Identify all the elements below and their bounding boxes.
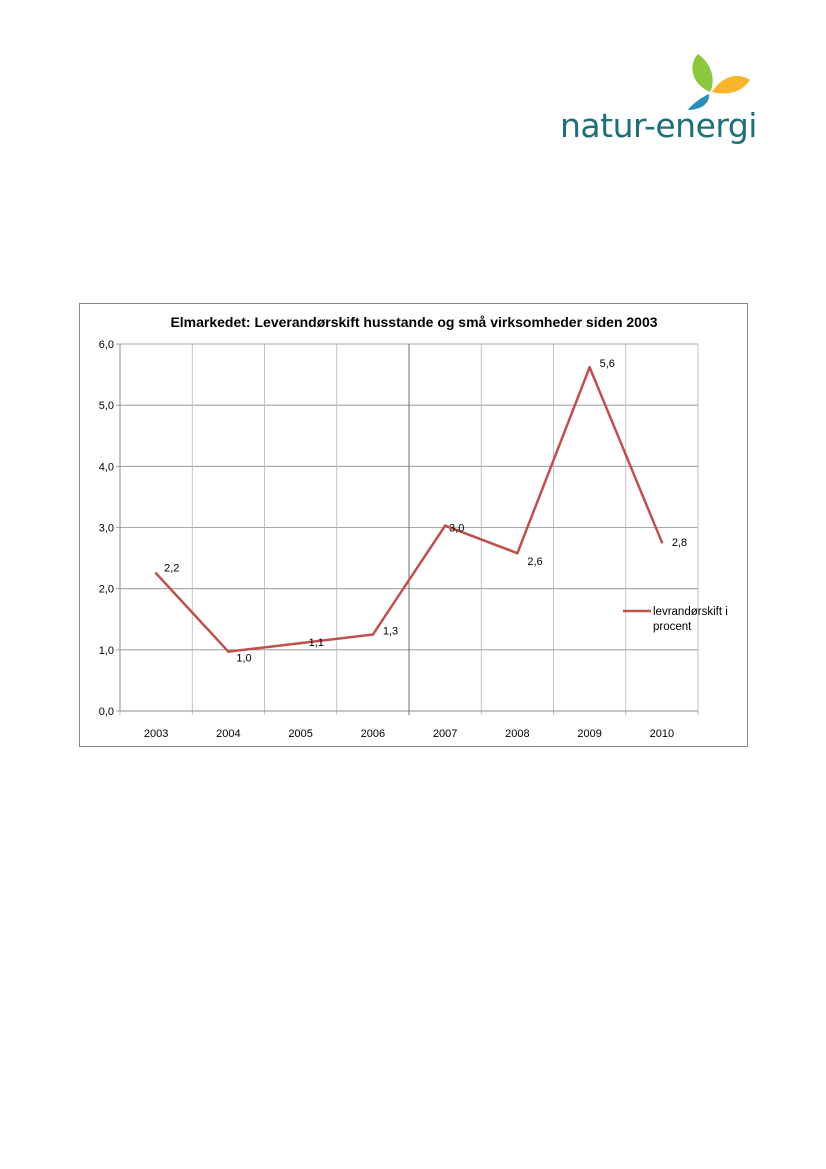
series-line (155, 365, 664, 653)
x-tick-label: 2003 (144, 728, 168, 740)
legend-entry: levrandørskift i procent (653, 606, 728, 633)
x-tick-label: 2008 (505, 728, 529, 740)
data-point (660, 540, 664, 544)
data-labels: 2,2 1,0 1,1 1,3 3,0 2,6 5,6 2,8 (164, 358, 687, 664)
data-label: 2,8 (672, 537, 687, 549)
x-tick-label: 2010 (650, 728, 674, 740)
data-point (227, 650, 230, 653)
y-tick-label: 5,0 (99, 400, 114, 412)
data-point (516, 551, 519, 555)
chart-frame: Elmarkedet: Leverandørskift husstande og… (79, 303, 748, 747)
line-chart: Elmarkedet: Leverandørskift husstande og… (99, 314, 728, 740)
data-label: 2,2 (164, 562, 179, 574)
data-label: 2,6 (527, 556, 542, 568)
data-label: 3,0 (449, 523, 464, 535)
data-point (588, 365, 591, 369)
legend: levrandørskift i procent (623, 606, 728, 633)
axes: 0,0 1,0 2,0 3,0 4,0 5,0 6,0 2003 2004 2005 2006 200… (99, 339, 698, 740)
data-point (371, 633, 375, 636)
gridlines (119, 343, 699, 715)
x-tick-label: 2006 (361, 728, 385, 740)
data-point (299, 641, 302, 645)
data-label: 1,1 (309, 637, 324, 649)
data-label: 1,0 (236, 653, 251, 665)
data-point (443, 524, 447, 527)
leaf-icon (688, 54, 750, 110)
logo-text: natur-energi (560, 106, 757, 145)
y-tick-label: 6,0 (99, 339, 114, 351)
x-tick-label: 2007 (433, 728, 457, 740)
series-lines (154, 365, 664, 653)
data-label: 5,6 (600, 358, 615, 370)
y-tick-label: 2,0 (99, 584, 114, 596)
y-tick-label: 3,0 (99, 523, 114, 535)
natur-energi-logo: natur-energi (560, 50, 760, 150)
y-tick-label: 1,0 (99, 645, 114, 657)
chart-title: Elmarkedet: Leverandørskift husstande og… (170, 314, 657, 330)
y-tick-label: 0,0 (99, 706, 114, 718)
x-tick-label: 2005 (288, 728, 312, 740)
y-tick-label: 4,0 (99, 461, 114, 473)
x-tick-label: 2004 (216, 728, 240, 740)
data-label: 1,3 (383, 626, 398, 638)
x-tick-label: 2009 (577, 728, 601, 740)
data-point (154, 572, 158, 575)
